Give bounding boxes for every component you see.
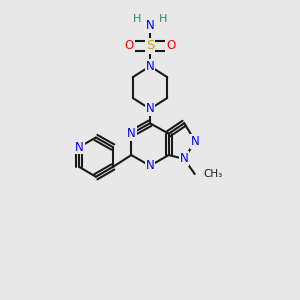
Text: H: H [132,14,141,24]
Text: CH₃: CH₃ [203,169,222,179]
Text: N: N [191,135,200,148]
Text: N: N [146,19,154,32]
Text: N: N [127,127,136,140]
Text: N: N [146,60,154,73]
Text: N: N [146,159,154,172]
Text: N: N [180,152,189,165]
Text: H: H [159,14,168,24]
Text: O: O [166,40,176,52]
Text: S: S [146,40,154,52]
Text: N: N [146,103,154,116]
Text: N: N [75,140,84,154]
Text: O: O [124,40,134,52]
